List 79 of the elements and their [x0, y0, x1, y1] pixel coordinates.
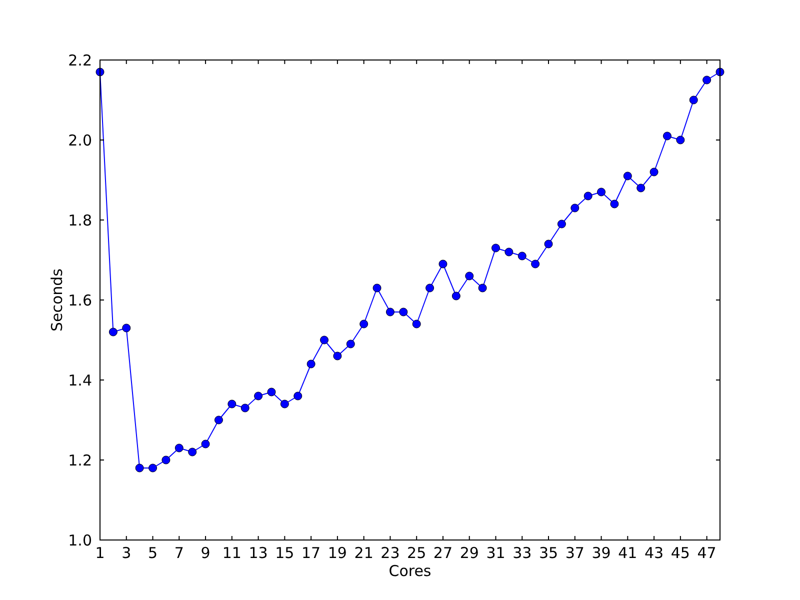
point [438, 260, 448, 268]
point [504, 248, 514, 256]
point [360, 320, 368, 328]
point [162, 456, 170, 464]
x-tick-label: 41 [618, 544, 638, 562]
point [570, 204, 580, 212]
point [214, 416, 223, 424]
y-tick-label: 1.4 [68, 371, 92, 390]
x-tick-label: 35 [538, 544, 558, 562]
point [333, 352, 342, 360]
x-tick-label: 17 [302, 544, 321, 562]
point [518, 252, 526, 260]
x-tick-label: 7 [174, 544, 184, 562]
x-tick-label: 27 [433, 544, 453, 562]
x-axis-title: Cores [388, 562, 432, 580]
x-tick-label: 39 [592, 544, 611, 562]
x-tick-label: 23 [380, 544, 400, 562]
x-tick-label: 5 [148, 544, 158, 562]
x-tick-label: 21 [354, 544, 374, 562]
point [557, 220, 566, 228]
point [386, 308, 394, 316]
point [280, 400, 289, 408]
y-tick-label: 2.0 [68, 131, 92, 150]
x-tick-label: 13 [248, 544, 268, 562]
point [650, 168, 658, 176]
point [636, 184, 646, 192]
y-tick-label: 1.0 [68, 531, 92, 550]
point [346, 340, 355, 348]
point [267, 388, 276, 396]
point [597, 188, 606, 196]
point [320, 336, 329, 344]
point [148, 464, 158, 472]
x-tick-label: 11 [222, 544, 242, 562]
point [702, 76, 712, 84]
point [478, 284, 487, 292]
x-tick-label: 29 [460, 544, 479, 562]
y-tick-label: 2.2 [68, 51, 92, 70]
x-tick-label: 43 [644, 544, 664, 562]
point [623, 172, 632, 180]
point [294, 392, 302, 400]
point [122, 324, 131, 332]
x-tick-label: 25 [407, 544, 426, 562]
point [426, 284, 434, 292]
point [306, 360, 316, 368]
x-tick-label: 47 [697, 544, 716, 562]
point [544, 240, 553, 248]
y-tick-label: 1.8 [68, 211, 92, 230]
x-tick-label: 3 [122, 544, 132, 562]
point [188, 448, 197, 456]
point [135, 464, 144, 472]
y-tick-label: 1.2 [68, 451, 92, 470]
x-tick-label: 19 [328, 544, 347, 562]
point [465, 272, 474, 280]
point [228, 400, 236, 408]
x-tick-label: 15 [275, 544, 294, 562]
point [201, 440, 210, 448]
point [372, 284, 382, 292]
x-tick-label: 9 [200, 544, 210, 562]
x-tick-label: 37 [565, 544, 584, 562]
point [452, 292, 460, 300]
x-tick-label: 45 [670, 544, 690, 562]
x-tick-label: 1 [95, 544, 105, 562]
x-tick-label: 33 [512, 544, 532, 562]
point [689, 96, 698, 104]
point [174, 444, 184, 452]
point [491, 244, 500, 252]
point [399, 308, 408, 316]
point [254, 392, 263, 400]
point [412, 320, 421, 328]
point [240, 404, 250, 412]
point [108, 328, 118, 336]
point [662, 132, 672, 140]
x-tick-label: 31 [486, 544, 506, 562]
point [584, 192, 592, 200]
y-tick-label: 1.6 [68, 291, 92, 310]
point [610, 200, 619, 208]
point [531, 260, 540, 268]
y-axis-title: Seconds [48, 268, 66, 332]
point [676, 136, 685, 144]
